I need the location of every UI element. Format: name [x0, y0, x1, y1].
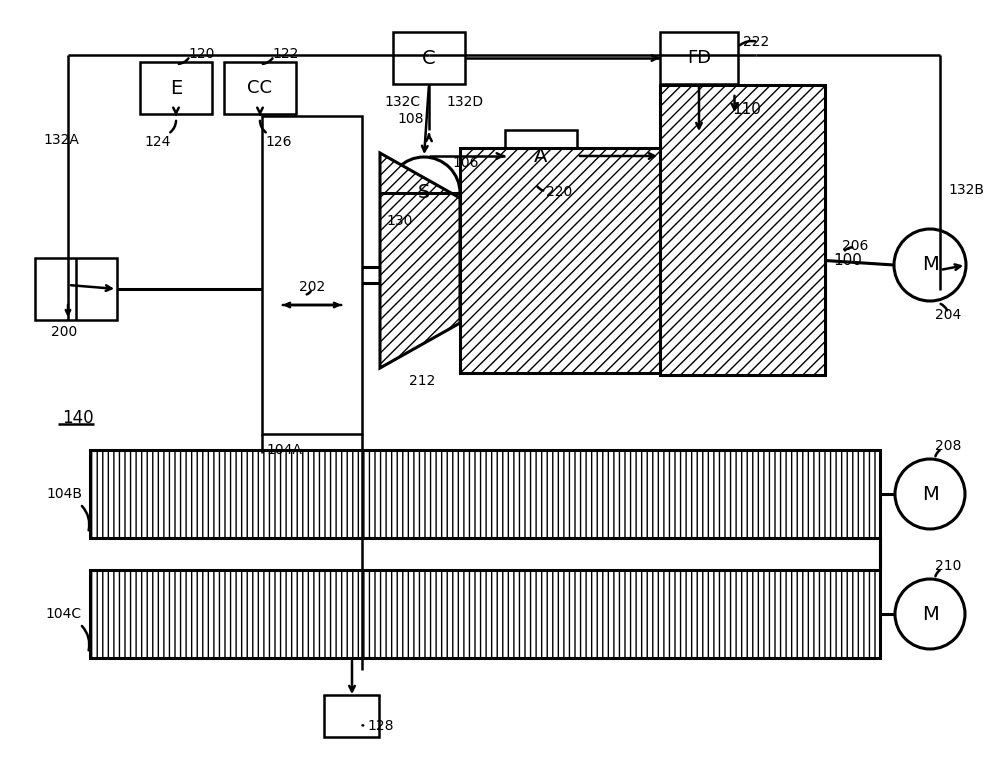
Text: 126: 126 — [265, 135, 292, 149]
Text: S: S — [418, 183, 430, 203]
Text: 120: 120 — [188, 47, 214, 61]
Text: 206: 206 — [842, 238, 868, 252]
Text: M: M — [922, 484, 938, 503]
Text: 222: 222 — [743, 35, 769, 49]
Text: 100: 100 — [833, 253, 862, 268]
Text: 204: 204 — [935, 308, 961, 322]
Bar — [393, 32, 465, 84]
Circle shape — [388, 157, 460, 229]
Text: CC: CC — [248, 79, 272, 97]
Circle shape — [895, 459, 965, 529]
Text: 208: 208 — [935, 439, 961, 453]
Text: 122: 122 — [272, 47, 298, 61]
Text: 104C: 104C — [46, 607, 82, 621]
Bar — [262, 116, 362, 434]
Text: C: C — [422, 49, 436, 68]
Text: 104B: 104B — [46, 487, 82, 501]
Text: FD: FD — [687, 49, 711, 67]
Text: 104A: 104A — [266, 443, 302, 457]
Text: 202: 202 — [299, 280, 325, 294]
Text: 128: 128 — [367, 719, 394, 733]
Bar — [90, 570, 880, 658]
Bar — [660, 32, 738, 84]
Text: 140: 140 — [62, 409, 94, 427]
Circle shape — [895, 579, 965, 649]
Text: M: M — [922, 255, 938, 274]
Text: 132C: 132C — [385, 95, 421, 109]
Bar — [35, 258, 117, 320]
Text: 130: 130 — [386, 214, 412, 228]
Bar — [505, 130, 577, 182]
Text: M: M — [922, 604, 938, 624]
Text: A: A — [534, 146, 548, 166]
Bar — [90, 450, 880, 538]
Text: E: E — [170, 79, 182, 97]
Text: 212: 212 — [409, 374, 435, 388]
Text: 124: 124 — [145, 135, 171, 149]
Text: 210: 210 — [935, 559, 961, 573]
Bar — [460, 148, 825, 373]
Text: 108: 108 — [398, 112, 424, 126]
Text: 106: 106 — [452, 156, 479, 170]
Circle shape — [894, 229, 966, 301]
Text: 132B: 132B — [948, 183, 984, 197]
Text: 132D: 132D — [446, 95, 484, 109]
Polygon shape — [380, 153, 460, 368]
Bar — [224, 62, 296, 114]
Bar — [660, 85, 825, 375]
Bar — [324, 695, 379, 737]
Text: 132A: 132A — [43, 133, 79, 147]
Text: 110: 110 — [732, 103, 761, 117]
Bar — [140, 62, 212, 114]
Text: 220: 220 — [546, 185, 572, 199]
Text: 200: 200 — [51, 325, 77, 339]
